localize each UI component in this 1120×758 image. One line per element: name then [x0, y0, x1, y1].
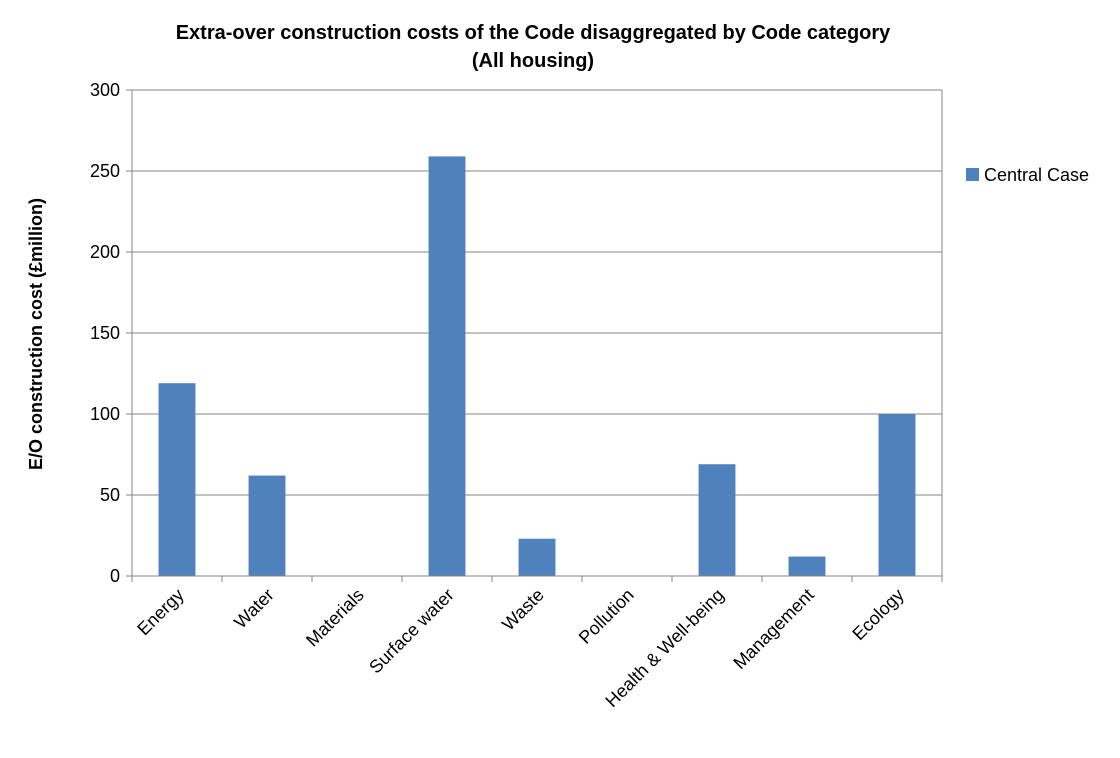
y-tick-label: 150: [90, 323, 120, 343]
chart-title: Extra-over construction costs of the Cod…: [176, 22, 891, 44]
y-tick-label: 50: [100, 485, 120, 505]
y-axis-label: E/O construction cost (£million): [26, 198, 46, 470]
bar-6: [698, 464, 736, 576]
y-tick-label: 200: [90, 242, 120, 262]
legend-swatch: [966, 168, 979, 181]
x-tick-label: Energy: [133, 585, 187, 639]
y-axis-ticks: 0 50 100 150 200 250 300: [90, 80, 132, 586]
x-tick-label: Materials: [302, 585, 368, 651]
y-tick-label: 300: [90, 80, 120, 100]
bar-0: [158, 383, 196, 576]
bar-3: [428, 156, 466, 577]
x-tick-label: Pollution: [575, 585, 638, 648]
axes: [131, 90, 942, 577]
x-tick-label: Waste: [498, 585, 548, 635]
x-tick-label: Management: [729, 585, 817, 673]
x-tick-label: Surface water: [365, 585, 458, 678]
bar-8: [878, 414, 916, 576]
chart-subtitle: (All housing): [472, 50, 594, 72]
x-tick-label: Ecology: [848, 585, 907, 644]
legend: Central Case: [966, 165, 1089, 185]
x-tick-label: Water: [230, 585, 278, 633]
bar-1: [248, 475, 286, 576]
bar-4: [518, 538, 556, 576]
y-tick-label: 100: [90, 404, 120, 424]
bar-7: [788, 556, 826, 576]
bars: [158, 156, 916, 577]
y-tick-label: 0: [110, 566, 120, 586]
y-tick-label: 250: [90, 161, 120, 181]
legend-label: Central Case: [984, 165, 1089, 185]
